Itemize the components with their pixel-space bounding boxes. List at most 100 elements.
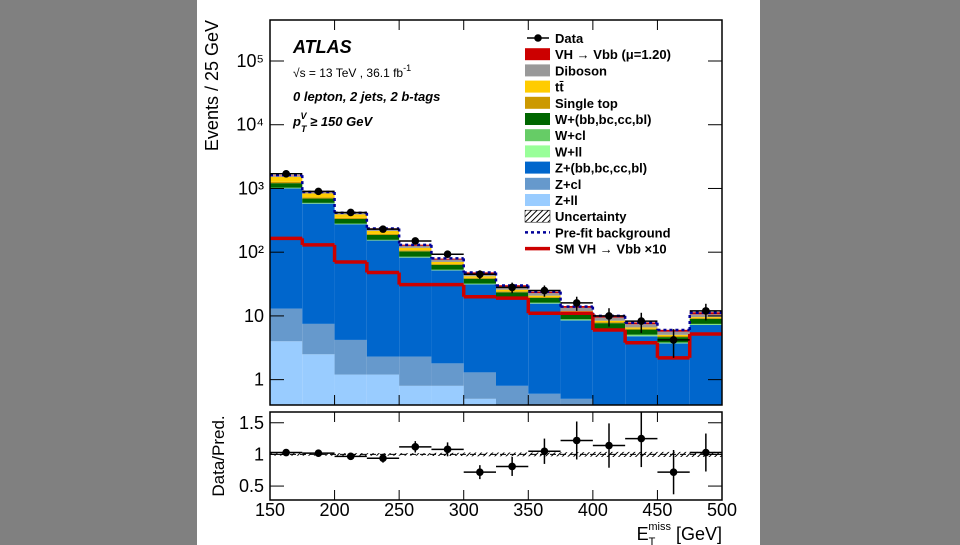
main-plot (270, 169, 722, 405)
energy-sup: -1 (403, 63, 411, 73)
stack-segment (463, 398, 496, 405)
stack-segment (560, 319, 593, 321)
stack-segment (625, 334, 658, 336)
legend-swatch (525, 177, 550, 190)
stack-segment (463, 283, 496, 285)
data-point (282, 169, 290, 178)
data-point (282, 448, 290, 457)
data-point (508, 283, 516, 292)
legend-label: VH → Vbb (μ=1.20) (555, 47, 671, 62)
stack-segment (366, 240, 400, 357)
stack-segment (560, 313, 593, 320)
stack-segment (270, 188, 303, 309)
stack-segment (528, 303, 561, 394)
y-tick-label: 10² (238, 242, 264, 262)
cut-sub: T (301, 124, 308, 134)
data-point (379, 225, 387, 233)
data-point (605, 441, 613, 450)
cut-rest: ≥ 150 GeV (306, 114, 373, 129)
stack-segment (334, 218, 367, 224)
stack-segment (302, 193, 335, 198)
selection-label: 0 lepton, 2 jets, 2 b-tags (293, 89, 440, 104)
stack-segment (431, 264, 464, 270)
data-point (476, 270, 484, 279)
data-point (411, 443, 420, 451)
ratio-plot (270, 412, 722, 495)
legend-swatch (525, 113, 550, 125)
data-point (669, 336, 678, 344)
data-point (411, 237, 420, 245)
y-tick-label: 1.5 (239, 413, 264, 433)
data-point (702, 448, 710, 457)
x-title-base: E (637, 524, 649, 544)
stack-segment (689, 323, 722, 325)
cut-sup: V (300, 111, 307, 121)
stack-segment (431, 259, 464, 262)
y-tick-label: 0.5 (239, 476, 264, 496)
stack-segment (366, 234, 400, 240)
stack-segment (334, 217, 367, 219)
stack-segment (334, 374, 367, 405)
data-point (572, 436, 581, 445)
legend-label: Z+(bb,bc,cc,bl) (555, 161, 647, 176)
y-tick-label: 1 (254, 370, 264, 390)
x-tick-label: 400 (578, 500, 608, 520)
data-point (540, 447, 549, 456)
stack-segment (431, 269, 464, 271)
legend-label: Single top (555, 96, 618, 111)
legend-label: Z+cl (555, 177, 581, 192)
stack-segment (399, 251, 432, 257)
legend-swatch (525, 194, 550, 206)
x-tick-label: 350 (513, 500, 543, 520)
stack-segment (366, 233, 400, 235)
data-point (669, 468, 678, 476)
stack-segment (496, 385, 529, 405)
data-point (702, 307, 710, 315)
x-title-sup: miss (648, 521, 671, 533)
x-tick-label: 450 (642, 500, 672, 520)
stack-segment (560, 320, 593, 399)
legend-label: Pre-fit background (555, 225, 671, 240)
stack-segment (399, 244, 432, 246)
stack-segment (270, 308, 303, 342)
stack-segment (366, 356, 400, 375)
stack-segment (302, 202, 335, 204)
data-point (379, 454, 387, 463)
stack-segment (270, 176, 303, 182)
data-point (443, 250, 452, 258)
stack-segment (366, 374, 400, 405)
legend-swatch (534, 34, 542, 42)
stack-segment (528, 393, 561, 405)
stack-segment (431, 385, 464, 405)
x-title-rest: [GeV] (671, 524, 722, 544)
data-point (572, 299, 581, 307)
stack-segment (302, 198, 335, 203)
x-tick-label: 200 (320, 500, 350, 520)
stack-segment (689, 325, 722, 405)
legend-swatch (525, 96, 550, 109)
stack-segment (592, 330, 626, 405)
energy-label: √s = 13 TeV , 36.1 fb-1 (293, 63, 411, 80)
data-point (314, 187, 323, 196)
stack-segment (270, 187, 303, 189)
data-point (605, 312, 613, 320)
data-point (346, 208, 355, 217)
stack-segment (463, 372, 496, 399)
experiment-label: ATLAS (292, 37, 352, 57)
stack-segment (625, 335, 658, 337)
legend-label: W+ll (555, 144, 582, 159)
y-tick-label: 10⁵ (237, 51, 264, 71)
stack-segment (366, 239, 400, 241)
stack-segment (334, 339, 367, 375)
x-tick-label: 250 (384, 500, 414, 520)
x-axis-title: ETmiss [GeV] (637, 521, 722, 545)
stack-segment (625, 336, 658, 405)
stack-segment (399, 385, 432, 405)
stack-segment (302, 197, 335, 199)
stack-segment (270, 181, 303, 184)
data-point (508, 462, 516, 471)
y-axis-title: Events / 25 GeV (202, 20, 222, 151)
